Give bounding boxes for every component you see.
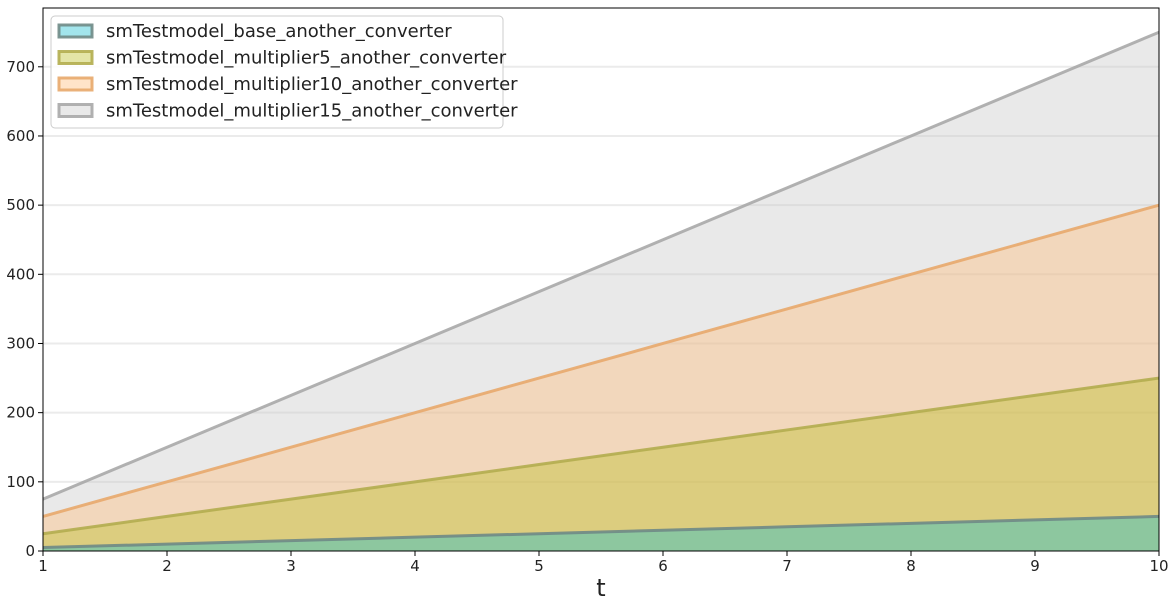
- series-line: [42, 30, 1160, 501]
- y-tick-label: 200: [6, 404, 35, 422]
- series-area: [43, 32, 1159, 551]
- y-tick-label: 700: [6, 58, 35, 76]
- x-tick-label: 7: [782, 557, 792, 575]
- y-tick-label: 0: [25, 542, 35, 560]
- y-tick-label: 600: [6, 127, 35, 145]
- x-axis-label: t: [596, 574, 605, 602]
- legend-swatch: [57, 103, 94, 118]
- x-tick-label: 4: [410, 557, 420, 575]
- legend-swatch: [57, 76, 94, 92]
- x-tick-label: 5: [534, 557, 544, 575]
- legend-swatch: [57, 50, 94, 65]
- legend-swatch: [57, 23, 94, 39]
- x-tick-label: 10: [1149, 557, 1168, 575]
- legend: smTestmodel_base_another_converter smTest…: [50, 15, 518, 129]
- x-tick-label: 3: [286, 557, 296, 575]
- y-tick-label: 100: [6, 473, 35, 491]
- x-tick-label: 2: [162, 557, 172, 575]
- y-tick-label: 500: [6, 196, 35, 214]
- legend-entry: smTestmodel_multiplier15_another_convert…: [106, 101, 518, 122]
- legend-entry: smTestmodel_multiplier10_another_convert…: [106, 74, 518, 95]
- x-tick-label: 8: [906, 557, 916, 575]
- series-line: [42, 376, 1160, 536]
- x-tick-label: 9: [1030, 557, 1040, 575]
- series-line: [42, 514, 1160, 550]
- y-tick-label: 300: [6, 334, 35, 352]
- series-line: [42, 203, 1160, 518]
- legend-entry: smTestmodel_multiplier5_another_converte…: [106, 48, 507, 69]
- legend-box: [50, 15, 504, 129]
- series-area: [43, 205, 1159, 551]
- x-tick-label: 6: [658, 557, 668, 575]
- legend-entry: smTestmodel_base_another_converter: [106, 21, 452, 42]
- x-tick-label: 1: [38, 557, 48, 575]
- y-tick-label: 400: [6, 265, 35, 283]
- series-area: [43, 378, 1159, 551]
- series-areas: [42, 30, 1160, 551]
- plot-frame: [42, 7, 1160, 552]
